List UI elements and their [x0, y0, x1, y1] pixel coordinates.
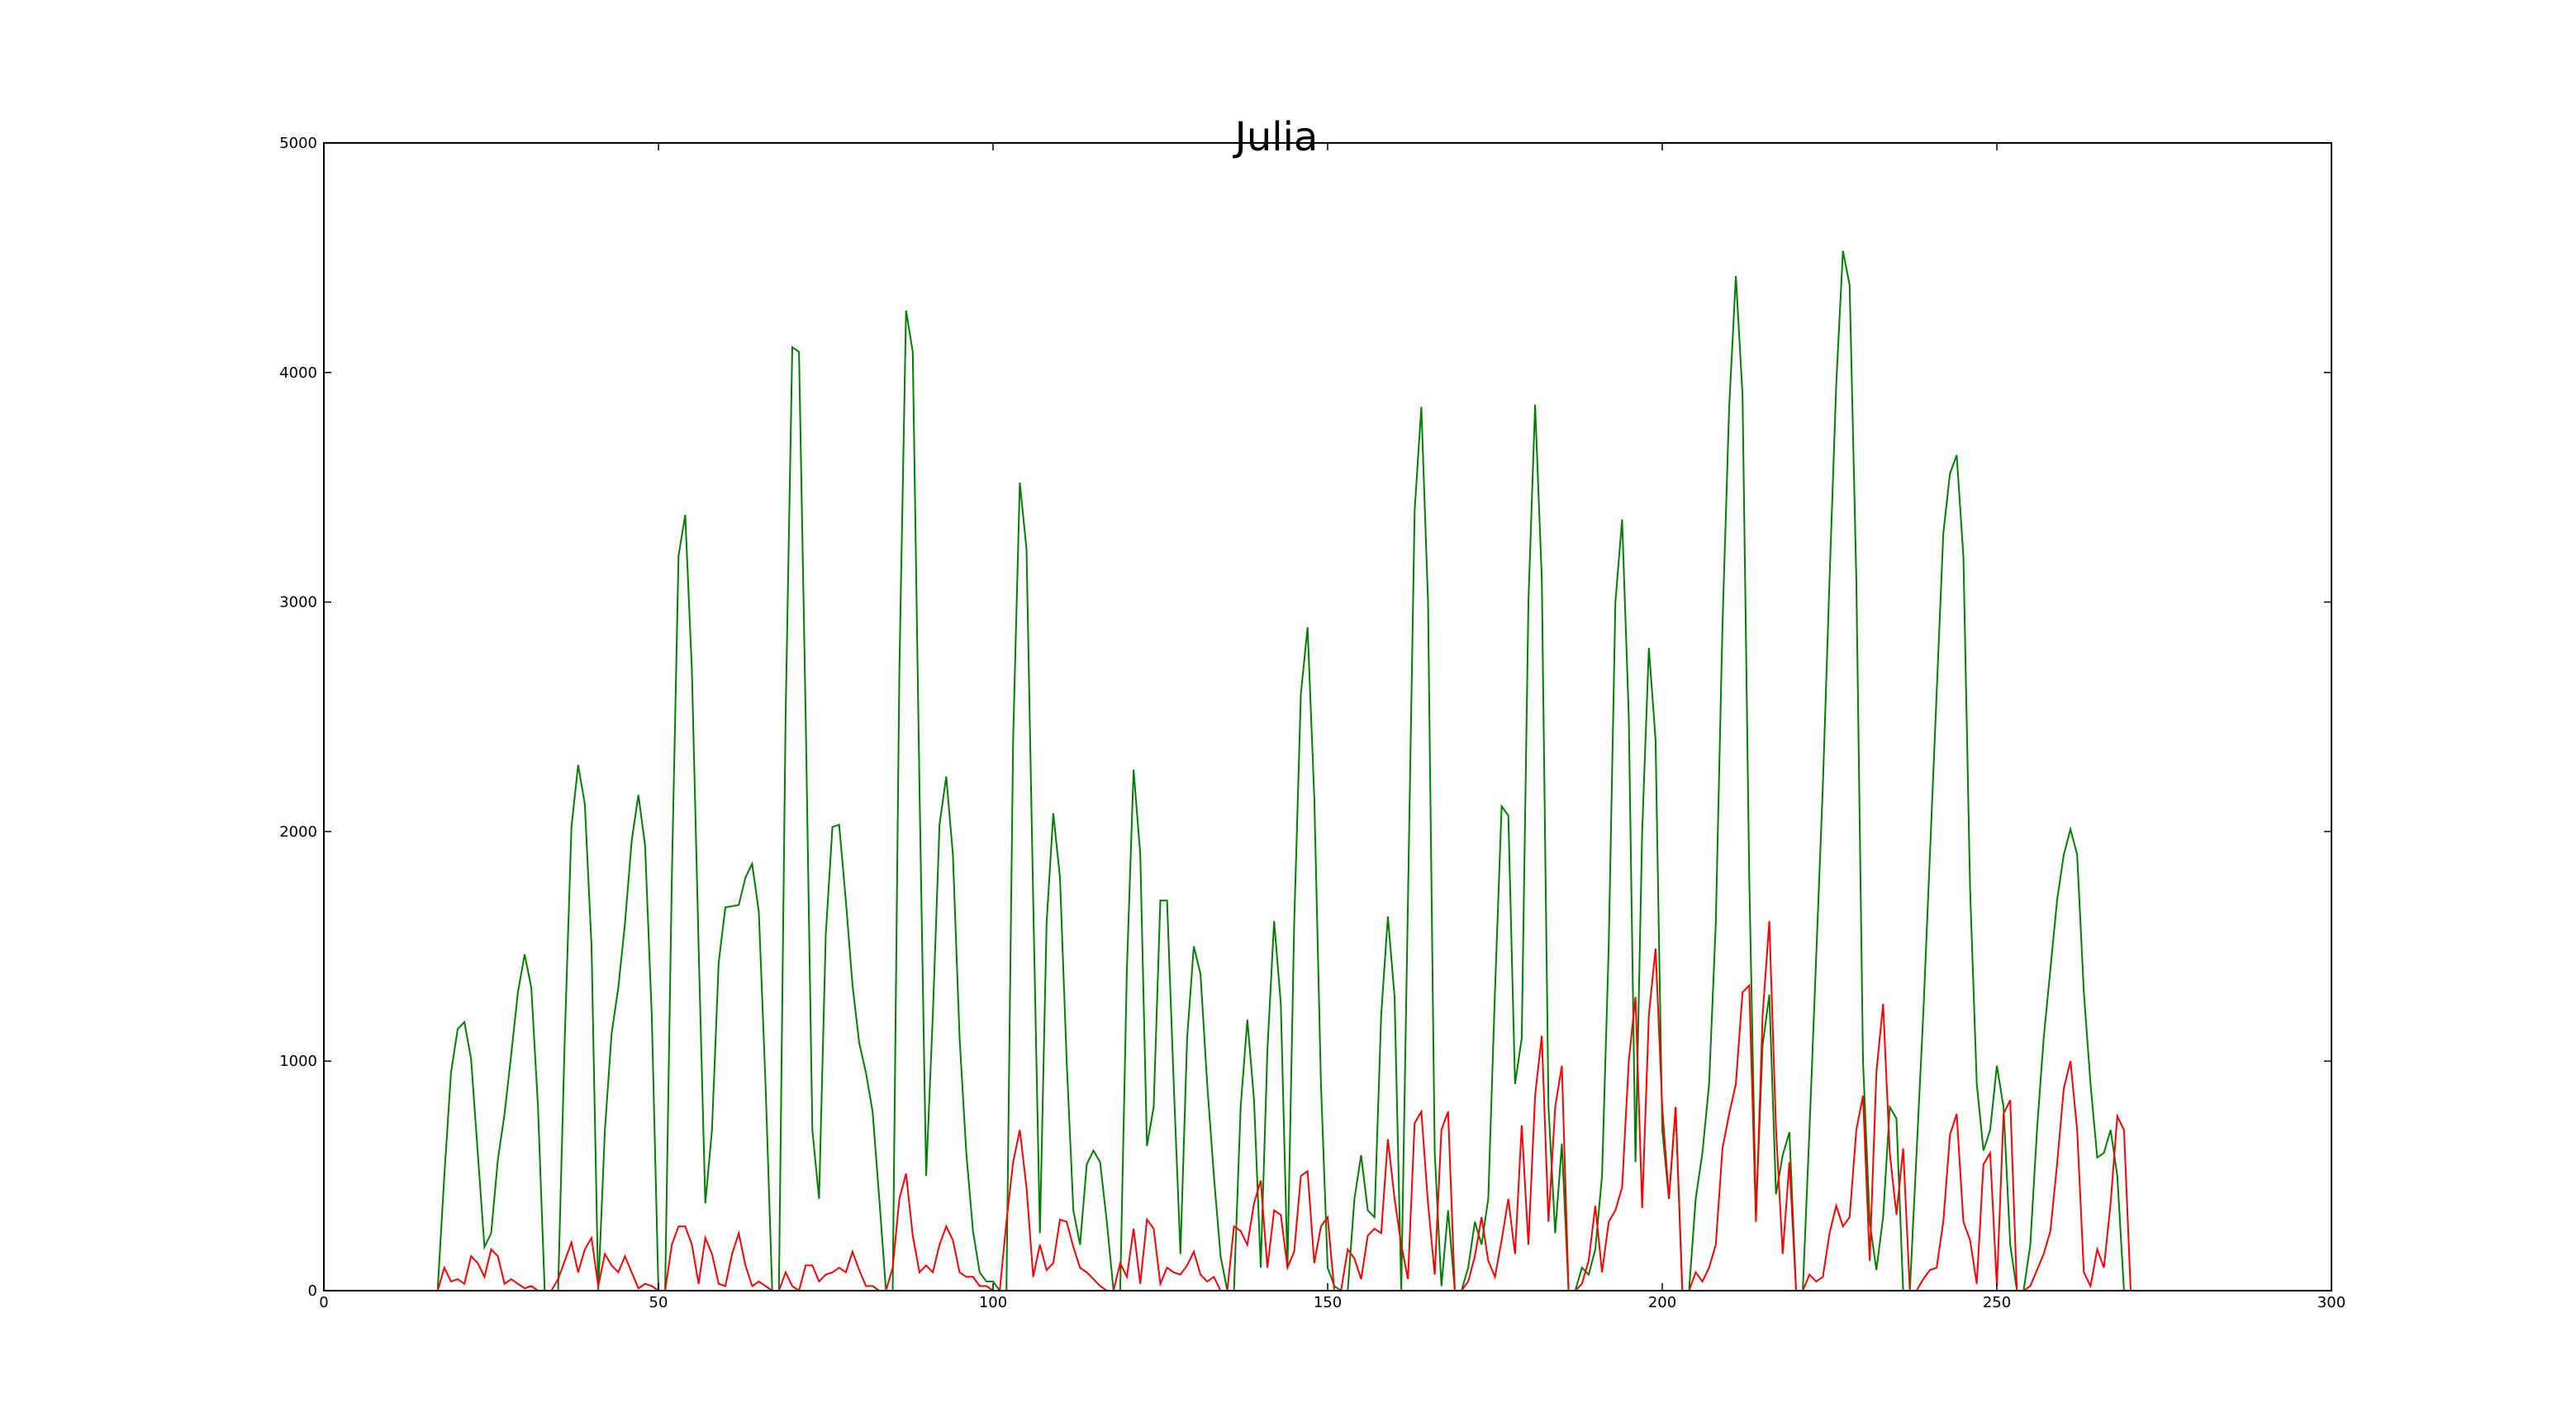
x-tick-label: 0 [319, 1294, 328, 1311]
series-line-red [324, 920, 2251, 1292]
x-tick-label: 250 [1983, 1294, 2011, 1311]
x-tick-label: 100 [979, 1294, 1007, 1311]
y-tick-label: 5000 [279, 135, 317, 152]
y-tick-label: 2000 [279, 823, 317, 840]
y-tick-label: 3000 [279, 594, 317, 611]
x-tick-label: 300 [2317, 1294, 2345, 1311]
y-tick-label: 1000 [279, 1053, 317, 1070]
x-tick-label: 200 [1648, 1294, 1676, 1311]
x-tick-label: 50 [649, 1294, 668, 1311]
series-layer [324, 250, 2251, 1292]
series-line-green [324, 250, 2251, 1291]
y-tick-label: 0 [308, 1282, 317, 1300]
chart-title: Julia [1233, 114, 1319, 160]
x-tick-label: 150 [1314, 1294, 1342, 1311]
y-tick-label: 4000 [279, 364, 317, 382]
